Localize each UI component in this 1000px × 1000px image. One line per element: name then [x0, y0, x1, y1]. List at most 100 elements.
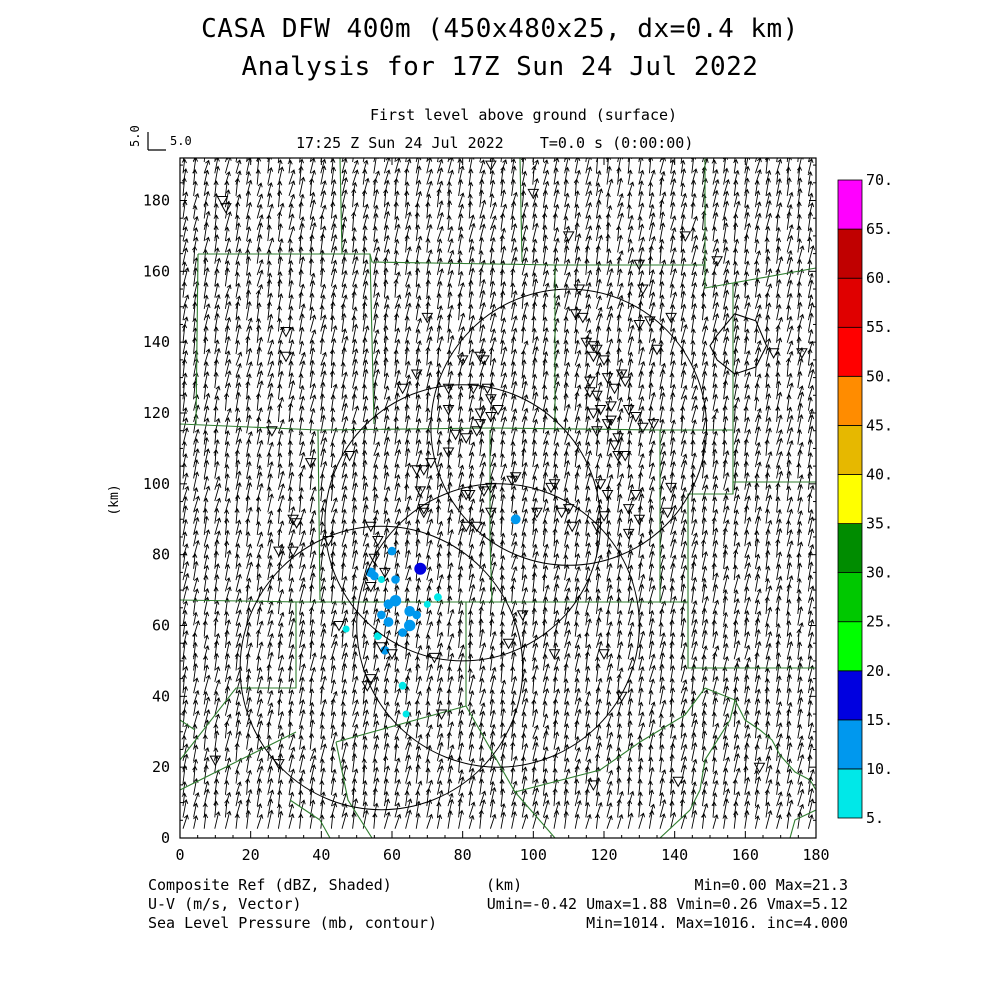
wind-vector [341, 312, 347, 332]
wind-vector [287, 440, 293, 456]
wind-vector [606, 701, 612, 716]
wind-vector [479, 214, 486, 230]
colorbar-label: 50. [866, 367, 893, 385]
wind-vector [765, 199, 772, 219]
wind-vector [467, 193, 473, 208]
wind-vector [722, 735, 728, 750]
wind-vector [701, 303, 707, 321]
wind-vector [405, 462, 412, 479]
wind-vector [712, 301, 720, 321]
wind-vector [467, 200, 473, 219]
wind-vector [690, 328, 696, 343]
wind-vector [436, 158, 444, 174]
wind-vector [404, 483, 410, 502]
wind-vector [405, 291, 412, 310]
wind-vector [796, 596, 802, 615]
wind-vector [648, 448, 654, 468]
wind-vector [436, 247, 443, 264]
wind-vector [733, 179, 739, 196]
wind-vector [447, 584, 453, 603]
wind-vector [510, 441, 516, 456]
wind-vector [521, 158, 524, 163]
wind-vector [330, 777, 337, 795]
wind-vector [426, 180, 433, 197]
wind-vector [320, 666, 326, 682]
wind-vector [775, 226, 781, 242]
wind-vector [383, 451, 390, 468]
reflectivity-cell [510, 514, 521, 525]
wind-vector [764, 788, 770, 807]
wind-vector [797, 723, 803, 739]
wind-vector [595, 199, 602, 219]
wind-vector [733, 573, 741, 592]
wind-vector [181, 281, 187, 298]
wind-vector [404, 790, 410, 807]
station-marker [368, 553, 381, 565]
wind-vector [521, 257, 528, 276]
wind-vector [203, 664, 210, 682]
wind-vector [479, 278, 486, 298]
wind-vector [436, 280, 443, 298]
wind-vector [235, 730, 242, 750]
wind-vector [224, 370, 232, 389]
x-tick-label: 120 [590, 846, 617, 864]
wind-vector [394, 709, 401, 728]
wind-vector [552, 528, 558, 547]
wind-vector [288, 677, 295, 694]
reflectivity-cell [398, 628, 407, 637]
wind-vector [574, 485, 580, 502]
wind-vector [764, 472, 771, 490]
station-marker [478, 486, 490, 497]
wind-vector [489, 674, 497, 694]
wind-vector [330, 361, 336, 377]
station-marker [273, 546, 285, 558]
wind-vector [426, 508, 433, 524]
wind-vector [352, 778, 358, 795]
wind-vector [532, 258, 539, 276]
wind-vector [479, 179, 485, 196]
wind-vector [595, 588, 601, 603]
wind-vector [701, 689, 709, 705]
wind-vector [288, 529, 296, 547]
wind-vector [341, 485, 348, 502]
wind-vector [733, 619, 739, 637]
wind-vector [691, 767, 697, 784]
wind-vector [383, 372, 390, 389]
wind-vector [659, 280, 665, 298]
wind-vector [309, 496, 315, 513]
wind-vector [182, 200, 188, 219]
wind-vector [246, 461, 252, 479]
wind-vector [436, 723, 443, 739]
wind-vector [436, 392, 442, 411]
wind-vector [426, 539, 433, 558]
wind-vector [701, 629, 708, 648]
wind-vector [478, 189, 485, 208]
wind-vector [712, 158, 715, 163]
wind-vector [563, 487, 569, 502]
wind-vector [372, 787, 378, 807]
wind-vector [383, 267, 389, 287]
wind-vector [361, 764, 368, 784]
wind-vector [723, 327, 730, 343]
wind-vector [690, 464, 696, 479]
wind-vector [733, 304, 740, 321]
wind-vector [277, 710, 285, 728]
wind-vector [754, 674, 761, 694]
wind-vector [246, 439, 252, 456]
wind-vector [648, 709, 655, 728]
colorbar-label: 10. [866, 760, 893, 778]
wind-vector [394, 508, 402, 524]
wind-vector [606, 463, 612, 479]
wind-vector [807, 158, 811, 163]
radar-range-rings [239, 288, 708, 811]
wind-vector [553, 800, 561, 818]
wind-vector [648, 585, 656, 603]
wind-vector [510, 741, 516, 761]
wind-vector [299, 351, 306, 366]
wind-vector [521, 574, 528, 592]
wind-vector [383, 346, 389, 366]
wind-vector [542, 519, 548, 535]
wind-vector [203, 222, 210, 242]
wind-vector [404, 539, 410, 558]
wind-vector [510, 361, 516, 377]
